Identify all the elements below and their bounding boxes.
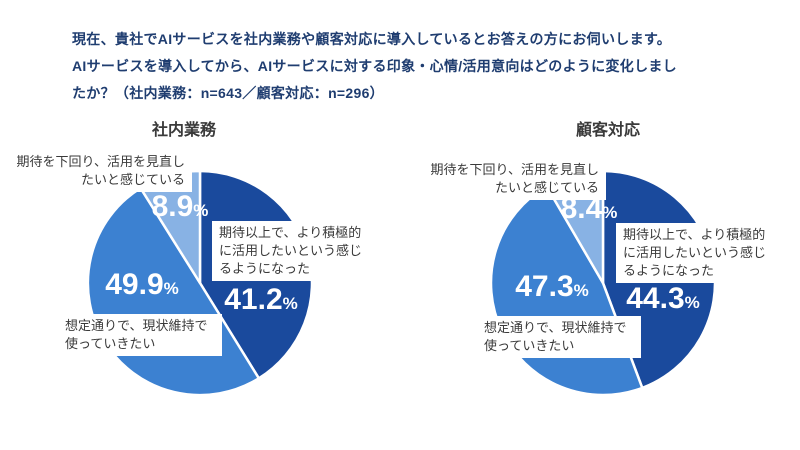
slice-value-label: 49.9%: [105, 268, 179, 302]
percent-sign: %: [573, 281, 589, 300]
slice-value: 49.9: [105, 268, 164, 301]
survey-question-line-1: 現在、貴社でAIサービスを社内業務や顧客対応に導入しているとお答えの方にお伺いし…: [72, 31, 672, 47]
slice-value-label: 41.2%: [224, 283, 298, 317]
slice-value: 41.2: [224, 283, 283, 316]
slice-callout-exceeded-expectations: 期待以上で、より積極的に活用したいという感じるようになった: [616, 223, 780, 283]
slice-value-label: 8.9%: [152, 190, 209, 224]
chart-title-internal-business: 社内業務: [151, 122, 216, 139]
percent-sign: %: [684, 293, 700, 312]
slice-callout-below-expectations: 期待を下回り、活用を見直したいと感じている: [416, 158, 606, 200]
slice-value-label: 47.3%: [515, 270, 589, 304]
slice-callout-as-expected: 想定通りで、現状維持で使っていきたい: [58, 314, 222, 356]
slice-value: 8.4: [560, 192, 603, 225]
slice-value-label: 8.4%: [561, 192, 618, 226]
slice-callout-exceeded-expectations: 期待以上で、より積極的に活用したいという感じるようになった: [212, 221, 376, 281]
survey-question-line-3: たか？（社内業務：n=643／顧客対応：n=296）: [72, 85, 384, 101]
slice-value: 44.3: [626, 282, 685, 315]
slice-callout-as-expected: 想定通りで、現状維持で使っていきたい: [477, 316, 641, 358]
slice-value: 8.9: [151, 190, 194, 223]
percent-sign: %: [282, 294, 298, 313]
survey-question-line-2: AIサービスを導入してから、AIサービスに対する印象・心情/活用意向はどのように…: [72, 58, 677, 74]
percent-sign: %: [193, 201, 209, 220]
slice-value: 47.3: [515, 270, 574, 303]
survey-question: 現在、貴社でAIサービスを社内業務や顧客対応に導入しているとお答えの方にお伺いし…: [72, 26, 762, 107]
chart-title-customer-support: 顧客対応: [575, 122, 640, 139]
slice-value-label: 44.3%: [626, 282, 700, 316]
percent-sign: %: [163, 279, 179, 298]
percent-sign: %: [602, 203, 618, 222]
slice-callout-below-expectations: 期待を下回り、活用を見直したいと感じている: [2, 150, 192, 192]
